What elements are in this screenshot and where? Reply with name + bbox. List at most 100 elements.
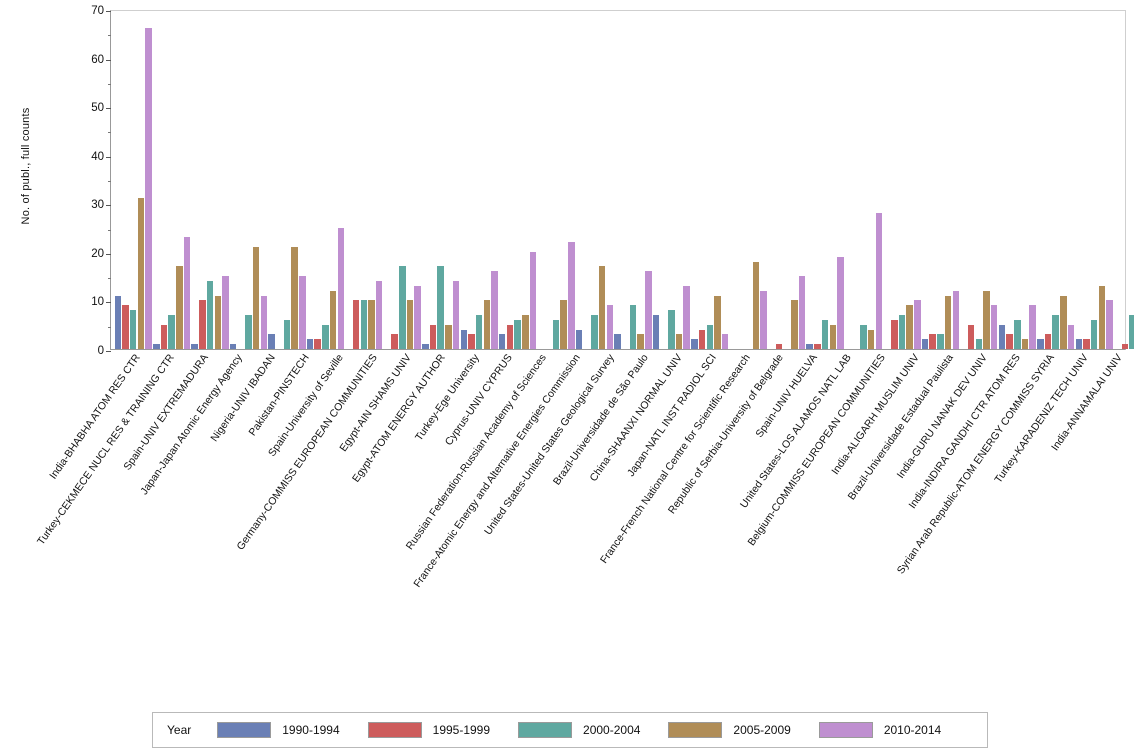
bar [1052, 315, 1059, 349]
bar-group [345, 11, 383, 349]
bar [199, 300, 206, 349]
bar [1060, 295, 1067, 349]
bar [306, 339, 314, 349]
bar [1121, 344, 1129, 349]
bar-group [191, 11, 229, 349]
y-axis-tick-mark [106, 351, 111, 352]
bar [606, 305, 614, 349]
legend-item[interactable]: 1995-1999 [367, 722, 491, 738]
bar [137, 198, 145, 349]
y-axis-minor-tick [108, 229, 111, 231]
bar [691, 339, 698, 349]
bar [829, 324, 837, 349]
bar [629, 305, 637, 349]
bar [1098, 285, 1106, 349]
bar [668, 310, 675, 349]
legend-label: 1995-1999 [432, 723, 491, 737]
bar [1006, 334, 1013, 349]
bar [229, 344, 237, 349]
bar-groups [111, 11, 1134, 349]
bar [760, 290, 767, 349]
bar [1029, 305, 1036, 349]
legend-item[interactable]: 2000-2004 [518, 722, 640, 738]
bar [552, 319, 560, 349]
x-axis-label: Turkey-Ege University [412, 352, 482, 444]
bar [222, 276, 229, 349]
bar [1014, 319, 1021, 349]
y-axis-tick-mark [106, 156, 111, 158]
legend-item[interactable]: 2005-2009 [668, 722, 791, 738]
y-axis-tick-label: 70 [91, 5, 104, 17]
y-axis-tick-label: 20 [91, 247, 104, 260]
bar [952, 290, 960, 349]
bar [422, 344, 429, 349]
bar [837, 256, 844, 349]
bar [160, 324, 168, 349]
y-axis-minor-tick [108, 181, 111, 182]
legend-label: 2005-2009 [733, 723, 791, 737]
bar [329, 290, 337, 349]
y-axis-tick-mark [106, 11, 111, 12]
y-axis-tick-label: 10 [91, 296, 104, 309]
bar [721, 334, 729, 349]
bar-group [383, 11, 421, 349]
plot-area: 0 10 20 30 40 50 60 70 [91, 5, 1134, 357]
y-axis-tick-mark [106, 108, 111, 110]
x-axis-label: Syrian Arab Republic-ATOM ENERGY COMMISS… [895, 352, 1058, 577]
bar-group [729, 11, 767, 349]
bar [522, 315, 529, 349]
bar-group [268, 11, 306, 349]
bar-group [1113, 11, 1134, 349]
y-axis-minor-tick [108, 35, 111, 37]
bar [299, 276, 306, 349]
bar-group [422, 11, 460, 349]
bar [283, 319, 291, 349]
x-axis-label: India-ANNAMALAI UNIV [1049, 352, 1125, 454]
y-axis-minor-tick [108, 132, 111, 134]
bar [698, 329, 706, 349]
bar [414, 285, 421, 349]
bar [129, 310, 137, 349]
bar [145, 28, 152, 349]
bar [514, 319, 521, 349]
bar-group [575, 11, 614, 349]
x-axis-label: Turkey-CEKMECE NUCL RES & TRAINING CTR [34, 352, 177, 548]
bar [1129, 315, 1134, 349]
bar [821, 319, 829, 349]
bar-group [960, 11, 998, 349]
bar-group [883, 11, 921, 349]
bar [1044, 334, 1052, 349]
bar [944, 295, 952, 349]
bar [399, 266, 406, 349]
bar-group [767, 11, 806, 349]
x-axis-label: Spain-UNIV HUELVA [753, 352, 821, 440]
y-axis-tick-mark [106, 59, 111, 61]
bar [598, 266, 606, 349]
bar [637, 334, 644, 349]
bar [352, 300, 360, 349]
bar [114, 295, 122, 349]
bar [322, 324, 329, 349]
bar [806, 344, 813, 349]
bar [1021, 339, 1029, 349]
bar [591, 315, 598, 349]
y-axis-tick-label: 40 [91, 150, 104, 163]
bar [975, 339, 983, 349]
bar-group [614, 11, 652, 349]
bar [468, 334, 475, 349]
bar [506, 324, 514, 349]
legend-swatch [367, 722, 422, 738]
bar-group [806, 11, 844, 349]
y-axis-tick-label: 50 [91, 102, 104, 115]
y-axis-tick-label: 60 [91, 53, 104, 66]
legend-item[interactable]: 1990-1994 [217, 722, 340, 738]
legend-swatch [217, 722, 272, 738]
bar [752, 261, 760, 349]
chart-legend: Year 1990-1994 1995-1999 2000-2004 2005-200… [152, 712, 988, 748]
bar [214, 295, 222, 349]
bar [921, 339, 929, 349]
bar [460, 329, 468, 349]
y-axis-title: No. of publ., full counts [20, 107, 32, 225]
bar [914, 300, 921, 349]
legend-item[interactable]: 2010-2014 [818, 722, 941, 738]
